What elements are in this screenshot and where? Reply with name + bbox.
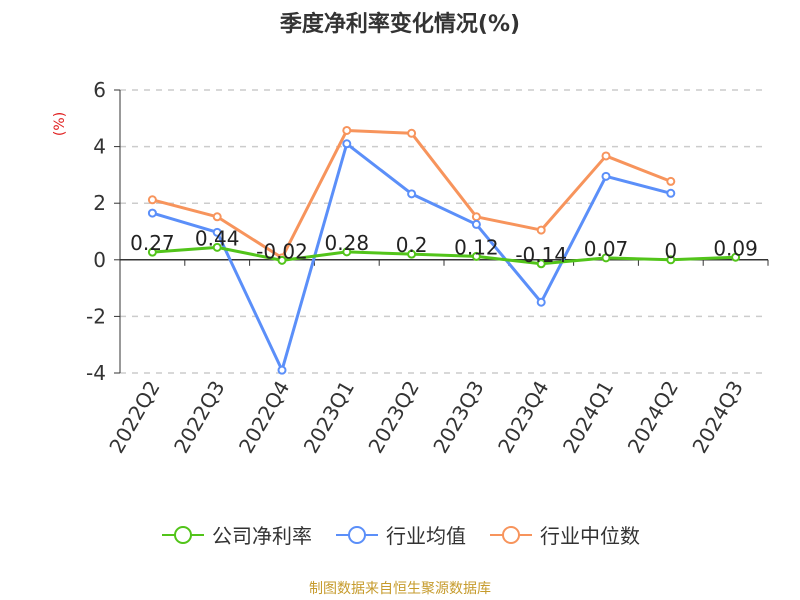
- data-label: -0.14: [515, 243, 567, 267]
- data-label: 0.12: [454, 235, 499, 259]
- data-source-note: 制图数据来自恒生聚源数据库: [309, 581, 491, 597]
- x-tick-label: 2023Q1: [299, 377, 359, 458]
- x-tick-label: 2022Q2: [104, 377, 164, 458]
- data-point: [407, 128, 417, 138]
- legend-label: 行业均值: [386, 524, 466, 548]
- data-point: [342, 247, 352, 257]
- y-tick-label: 0: [93, 248, 106, 272]
- legend-label: 公司净利率: [212, 524, 312, 548]
- y-tick-label: -4: [86, 361, 106, 385]
- data-point: [471, 219, 481, 229]
- y-tick-label: -2: [86, 304, 106, 328]
- series-line: [152, 245, 736, 266]
- data-label: 0: [664, 239, 677, 263]
- x-tick-label: 2024Q2: [623, 377, 683, 458]
- y-tick-label: 2: [93, 191, 106, 215]
- chart-legend: 公司净利率 行业均值 行业中位数: [0, 520, 800, 549]
- data-label: 0.44: [195, 226, 240, 250]
- legend-marker-icon: [336, 525, 378, 544]
- x-tick-label: 2022Q3: [169, 377, 229, 458]
- data-point: [212, 212, 222, 222]
- data-label: 0.09: [713, 236, 758, 260]
- data-label: 0.27: [130, 231, 175, 255]
- data-point: [342, 125, 352, 135]
- x-tick-label: 2023Q3: [428, 377, 488, 458]
- data-point: [601, 151, 611, 161]
- x-tick-label: 2023Q4: [493, 377, 553, 458]
- data-point: [666, 255, 676, 265]
- data-point: [601, 171, 611, 181]
- chart-title: 季度净利率变化情况(%): [279, 12, 521, 37]
- legend-label: 行业中位数: [540, 524, 640, 548]
- data-point: [536, 259, 546, 269]
- legend-item-industry-median[interactable]: 行业中位数: [488, 520, 640, 549]
- data-point: [731, 252, 741, 262]
- data-label: -0.02: [256, 239, 308, 263]
- data-point: [277, 255, 287, 265]
- data-point: [536, 297, 546, 307]
- data-point: [471, 212, 481, 222]
- y-axis-label: (%): [52, 112, 68, 136]
- x-tick-label: 2024Q3: [687, 377, 747, 458]
- data-label: 0.28: [325, 231, 370, 255]
- data-point: [471, 251, 481, 261]
- data-point: [666, 188, 676, 198]
- x-tick-label: 2022Q4: [234, 377, 294, 458]
- data-label: 0.07: [584, 237, 629, 261]
- data-point: [212, 242, 222, 252]
- legend-marker-icon: [162, 525, 204, 544]
- data-point: [666, 176, 676, 186]
- data-point: [147, 195, 157, 205]
- data-point: [601, 253, 611, 263]
- y-tick-label: 6: [93, 78, 106, 102]
- x-tick-label: 2023Q2: [363, 377, 423, 458]
- data-point: [212, 227, 222, 237]
- legend-marker-icon: [490, 525, 532, 544]
- legend-item-company[interactable]: 公司净利率: [160, 520, 312, 549]
- data-point: [407, 249, 417, 259]
- x-tick-label: 2024Q1: [558, 377, 618, 458]
- data-point: [147, 247, 157, 257]
- data-label: 0.2: [396, 233, 428, 257]
- legend-item-industry-mean[interactable]: 行业均值: [334, 520, 466, 549]
- data-point: [536, 225, 546, 235]
- data-point: [407, 189, 417, 199]
- data-point: [277, 365, 287, 375]
- y-tick-label: 4: [93, 135, 106, 159]
- data-point: [342, 139, 352, 149]
- data-point: [147, 208, 157, 218]
